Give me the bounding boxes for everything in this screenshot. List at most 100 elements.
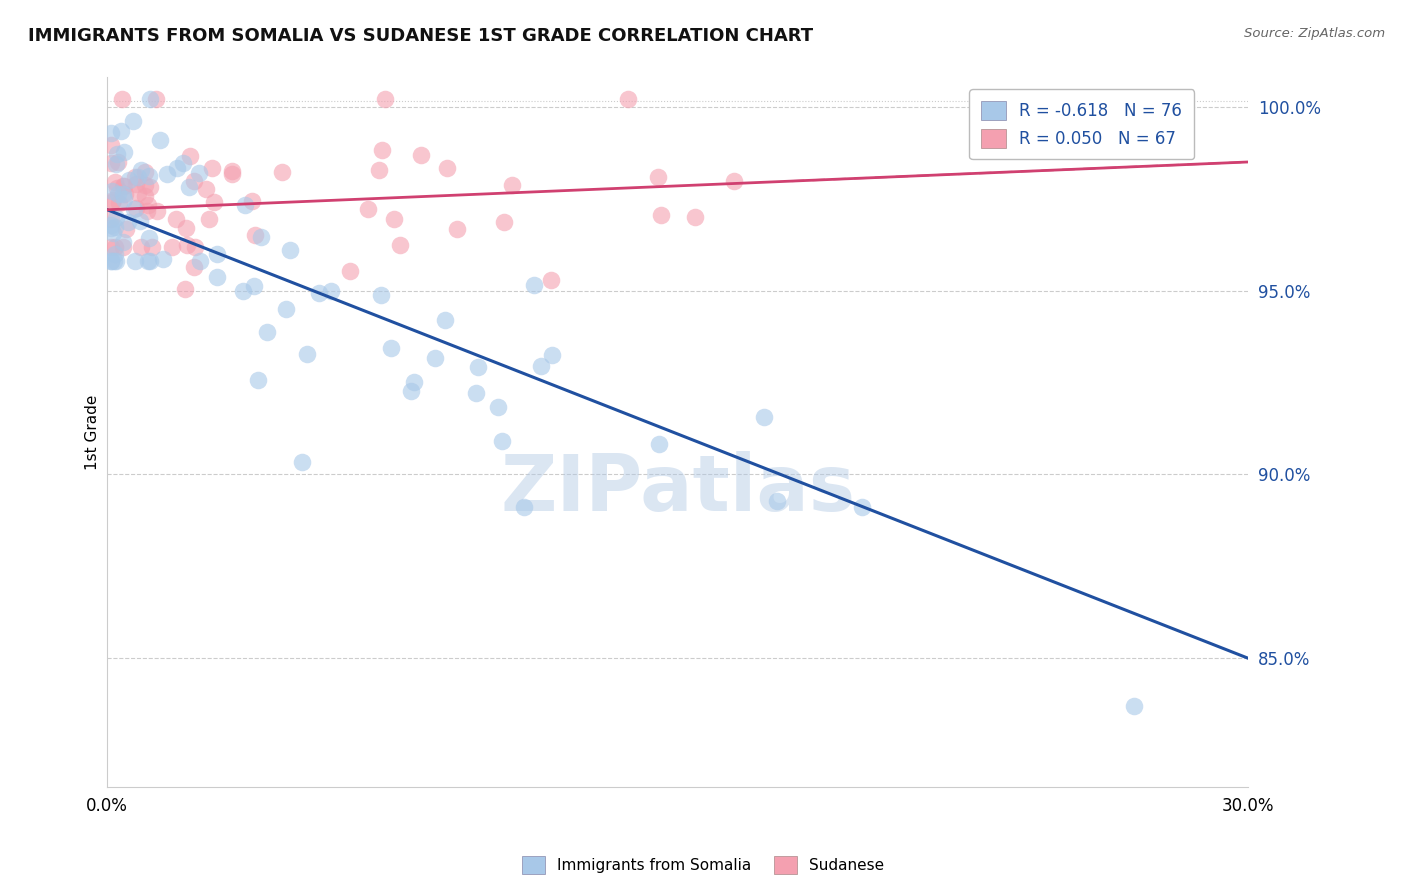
Point: [111, 93, 134, 107]
Point: [129, 214, 152, 228]
Point: [176, 238, 198, 252]
Point: [165, 211, 187, 226]
Point: [134, 164, 156, 178]
Point: [103, 226, 125, 240]
Point: [100, 254, 122, 268]
Point: [127, 170, 149, 185]
Point: [184, 240, 207, 254]
Point: [752, 410, 775, 425]
Point: [201, 161, 224, 175]
Point: [357, 202, 380, 217]
Point: [205, 247, 228, 261]
Point: [134, 189, 156, 203]
Point: [110, 124, 132, 138]
Point: [198, 212, 221, 227]
Point: [295, 347, 318, 361]
Point: [370, 143, 392, 157]
Point: [100, 239, 122, 253]
Point: [529, 359, 551, 373]
Point: [467, 359, 489, 374]
Point: [308, 285, 330, 300]
Point: [107, 195, 129, 210]
Point: [232, 285, 254, 299]
Point: [117, 215, 139, 229]
Point: [135, 204, 157, 219]
Point: [446, 222, 468, 236]
Point: [100, 156, 122, 170]
Legend: R = -0.618   N = 76, R = 0.050   N = 67: R = -0.618 N = 76, R = 0.050 N = 67: [970, 89, 1194, 160]
Point: [540, 273, 562, 287]
Point: [104, 247, 127, 261]
Text: Source: ZipAtlas.com: Source: ZipAtlas.com: [1244, 27, 1385, 40]
Point: [118, 172, 141, 186]
Point: [166, 161, 188, 176]
Point: [183, 260, 205, 274]
Point: [402, 375, 425, 389]
Point: [129, 239, 152, 253]
Point: [179, 149, 201, 163]
Legend: Immigrants from Somalia, Sudanese: Immigrants from Somalia, Sudanese: [516, 850, 890, 880]
Point: [101, 193, 124, 207]
Point: [425, 351, 447, 365]
Point: [409, 147, 432, 161]
Point: [486, 400, 509, 414]
Point: [107, 147, 129, 161]
Point: [111, 186, 134, 201]
Point: [246, 373, 269, 387]
Point: [685, 211, 707, 225]
Point: [512, 500, 534, 515]
Point: [278, 243, 301, 257]
Point: [221, 164, 243, 178]
Point: [104, 157, 127, 171]
Point: [138, 169, 160, 184]
Point: [124, 170, 146, 185]
Point: [107, 154, 129, 169]
Point: [152, 252, 174, 266]
Point: [183, 174, 205, 188]
Point: [114, 186, 136, 201]
Point: [139, 254, 162, 268]
Point: [319, 284, 342, 298]
Point: [105, 254, 128, 268]
Point: [136, 254, 159, 268]
Point: [202, 194, 225, 209]
Point: [100, 126, 122, 140]
Point: [112, 239, 135, 253]
Point: [271, 165, 294, 179]
Point: [245, 228, 267, 243]
Point: [464, 385, 486, 400]
Point: [367, 162, 389, 177]
Point: [541, 348, 564, 362]
Point: [650, 208, 672, 222]
Point: [100, 138, 122, 153]
Point: [256, 325, 278, 339]
Point: [111, 235, 134, 250]
Point: [103, 239, 125, 253]
Point: [105, 181, 128, 195]
Point: [101, 184, 124, 198]
Text: ZIPatlas: ZIPatlas: [501, 450, 855, 527]
Point: [242, 279, 264, 293]
Point: [100, 221, 122, 235]
Point: [138, 231, 160, 245]
Point: [240, 194, 263, 208]
Point: [250, 230, 273, 244]
Point: [501, 178, 523, 192]
Point: [221, 167, 243, 181]
Point: [436, 161, 458, 175]
Point: [139, 93, 162, 107]
Point: [122, 114, 145, 128]
Point: [523, 277, 546, 292]
Point: [205, 270, 228, 285]
Point: [112, 192, 135, 206]
Point: [233, 198, 256, 212]
Point: [851, 500, 873, 514]
Point: [122, 202, 145, 216]
Point: [100, 219, 122, 233]
Point: [291, 455, 314, 469]
Point: [370, 287, 392, 301]
Point: [723, 174, 745, 188]
Point: [104, 219, 127, 234]
Point: [174, 220, 197, 235]
Point: [107, 187, 129, 202]
